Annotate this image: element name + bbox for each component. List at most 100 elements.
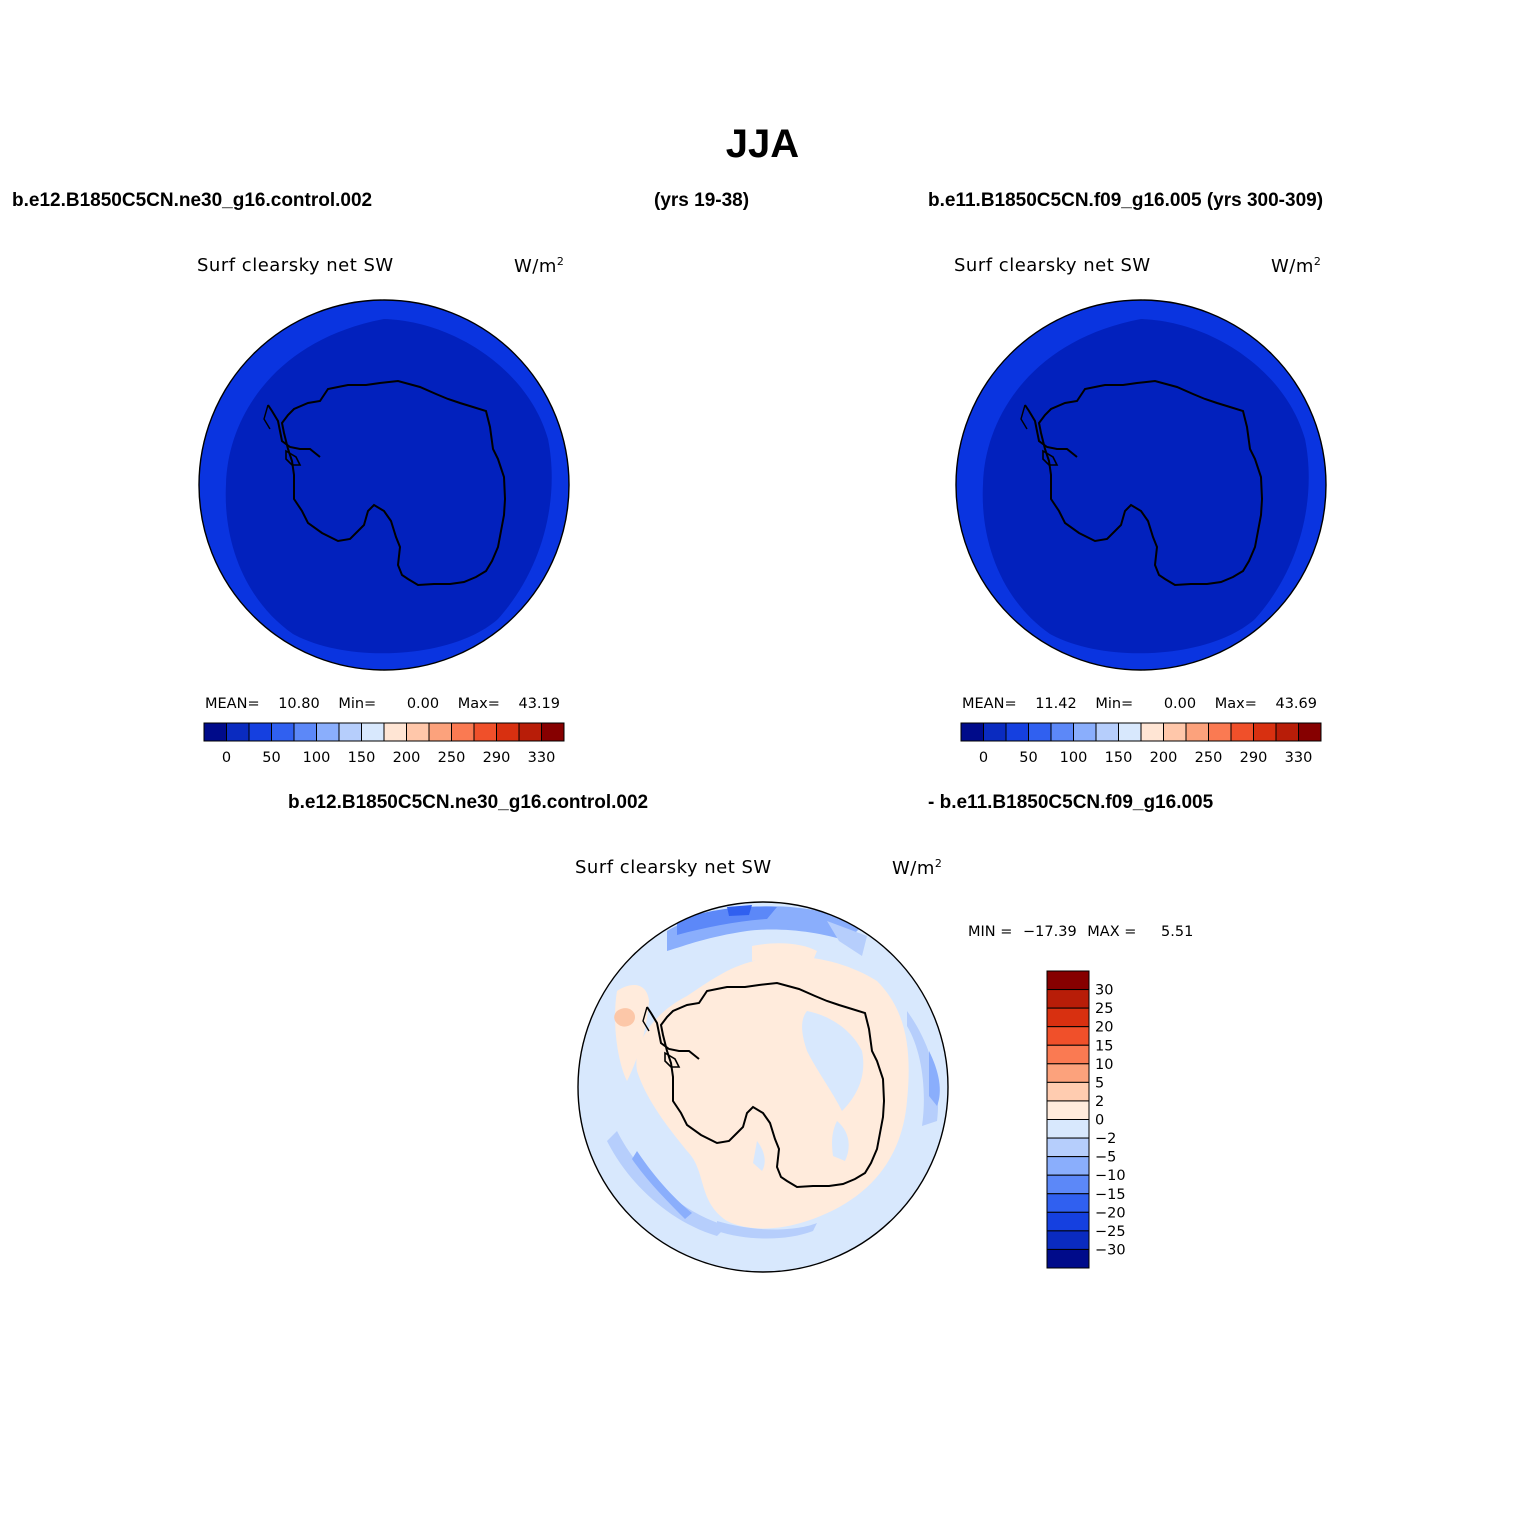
panel2-units-base: W/m [1271, 256, 1314, 277]
panel2-units-exp: 2 [1313, 255, 1322, 268]
colorbar-1-label-3: 150 [348, 750, 376, 766]
colorbar-2-swatch-6 [1095, 722, 1119, 742]
diff-colorbar-label-6: 2 [1095, 1094, 1104, 1110]
panel2-units: W/m2 [1271, 255, 1321, 277]
colorbar-1-swatch-7 [361, 722, 385, 742]
diff-colorbar-swatch-1 [1046, 989, 1090, 1009]
diff-colorbar-swatch-10 [1046, 1156, 1090, 1176]
panel1-mean-label: MEAN= [205, 696, 260, 712]
panel1-max-label: Max= [457, 696, 500, 712]
panel1-variable: Surf clearsky net SW [197, 255, 394, 276]
case1-years: (yrs 19-38) [654, 190, 750, 211]
colorbar-2-swatch-3 [1028, 722, 1052, 742]
panel1-stats: MEAN= 10.80 Min= 0.00 Max= 43.19 [205, 696, 560, 712]
diff-variable: Surf clearsky net SW [575, 857, 772, 878]
panel2-mean: 11.42 [1035, 696, 1077, 712]
diff-case1-title: b.e12.B1850C5CN.ne30_g16.control.002 [288, 792, 649, 813]
diff-colorbar-swatch-5 [1046, 1063, 1090, 1083]
coastline-1 [280, 379, 507, 587]
colorbar-1-label-4: 200 [393, 750, 421, 766]
diff-colorbar-label-0: 30 [1095, 983, 1113, 999]
map-panel-diff [577, 901, 949, 1273]
colorbar-2-swatch-15 [1298, 722, 1322, 742]
panel2-variable: Surf clearsky net SW [954, 255, 1151, 276]
colorbar-2-swatch-10 [1185, 722, 1209, 742]
colorbar-1-label-0: 0 [222, 750, 231, 766]
colorbar-2-swatch-13 [1253, 722, 1277, 742]
colorbar-2-swatch-2 [1005, 722, 1029, 742]
diff-colorbar-label-1: 25 [1095, 1001, 1113, 1017]
diff-colorbar-label-3: 15 [1095, 1038, 1113, 1054]
diff-colorbar-swatch-8 [1046, 1119, 1090, 1139]
panel1-min: 0.00 [406, 696, 440, 712]
peninsula-2 [1024, 404, 1078, 458]
colorbar-1-swatch-9 [406, 722, 430, 742]
panel1-units-exp: 2 [556, 255, 565, 268]
diff-colorbar-label-12: −20 [1095, 1205, 1126, 1221]
map-panel-2 [955, 299, 1327, 671]
case1-title: b.e12.B1850C5CN.ne30_g16.control.002 [12, 190, 373, 211]
diff-colorbar-label-5: 5 [1095, 1075, 1104, 1091]
panel1-units: W/m2 [514, 255, 564, 277]
peninsula-1 [267, 404, 321, 458]
diff-colorbar-label-13: −25 [1095, 1224, 1126, 1240]
diff-hot-spot [614, 1008, 635, 1027]
diff-colorbar-swatch-2 [1046, 1007, 1090, 1028]
panel2-stats: MEAN= 11.42 Min= 0.00 Max= 43.69 [962, 696, 1317, 712]
colorbar-1-swatch-15 [541, 722, 565, 742]
colorbar-1-swatch-1 [226, 722, 250, 742]
diff-units-exp: 2 [934, 857, 943, 870]
colorbar-2-swatch-9 [1163, 722, 1187, 742]
diff-colorbar-label-7: 0 [1095, 1113, 1104, 1129]
diff-colorbar-label-2: 20 [1095, 1020, 1113, 1036]
diff-neg-band-west [607, 1131, 727, 1236]
colorbar-2-swatch-4 [1050, 722, 1074, 742]
panel1-min-label: Min= [338, 696, 377, 712]
colorbar-2-label-5: 250 [1195, 750, 1223, 766]
diff-colorbar-swatch-9 [1046, 1137, 1090, 1158]
diff-colorbar-swatch-7 [1046, 1100, 1090, 1120]
colorbar-2: 0 50 100 150 200 250 290 330 [960, 722, 1322, 766]
diff-colorbar-swatch-3 [1046, 1026, 1090, 1046]
diff-min: −17.39 [1023, 924, 1077, 940]
diff-colorbar-label-10: −10 [1095, 1168, 1126, 1184]
colorbar-1-label-1: 50 [262, 750, 280, 766]
main-title: JJA [725, 122, 800, 166]
colorbar-1-swatch-4 [293, 722, 317, 742]
diff-colorbar-label-8: −2 [1095, 1131, 1116, 1147]
colorbar-2-swatch-0 [960, 722, 984, 742]
diff-colorbar-label-4: 10 [1095, 1057, 1113, 1073]
diff-colorbar-swatch-11 [1046, 1174, 1090, 1195]
diff-colorbar-label-9: −5 [1095, 1150, 1116, 1166]
colorbar-2-label-4: 200 [1150, 750, 1178, 766]
colorbar-2-swatch-11 [1208, 722, 1232, 742]
panel1-units-base: W/m [514, 256, 557, 277]
diff-case2-title: - b.e11.B1850C5CN.f09_g16.005 [928, 792, 1214, 813]
colorbar-2-swatch-12 [1230, 722, 1254, 742]
diff-colorbar-swatch-15 [1046, 1248, 1090, 1269]
diff-colorbar-label-11: −15 [1095, 1187, 1126, 1203]
colorbar-1-swatch-2 [248, 722, 272, 742]
coastline-diff [659, 981, 886, 1189]
case2-title: b.e11.B1850C5CN.f09_g16.005 (yrs 300-309… [928, 190, 1324, 211]
diff-max: 5.51 [1161, 924, 1194, 940]
diff-units: W/m2 [892, 857, 942, 879]
diff-colorbar-label-14: −30 [1095, 1242, 1126, 1258]
diff-colorbar-swatch-13 [1046, 1211, 1090, 1232]
colorbar-2-label-1: 50 [1019, 750, 1037, 766]
colorbar-1-label-5: 250 [438, 750, 466, 766]
diff-max-label: MAX = [1087, 924, 1137, 940]
diff-min-label: MIN = [968, 924, 1013, 940]
colorbar-1-swatch-3 [271, 722, 295, 742]
panel2-min-label: Min= [1095, 696, 1134, 712]
colorbar-2-swatch-14 [1275, 722, 1299, 742]
map-panel-1 [198, 299, 570, 671]
colorbar-1-swatch-12 [473, 722, 497, 742]
colorbar-2-label-2: 100 [1060, 750, 1088, 766]
colorbar-1-swatch-13 [496, 722, 520, 742]
colorbar-2-swatch-1 [983, 722, 1007, 742]
diff-units-base: W/m [892, 858, 935, 879]
panel2-max: 43.69 [1275, 696, 1317, 712]
colorbar-1-swatch-5 [316, 722, 340, 742]
